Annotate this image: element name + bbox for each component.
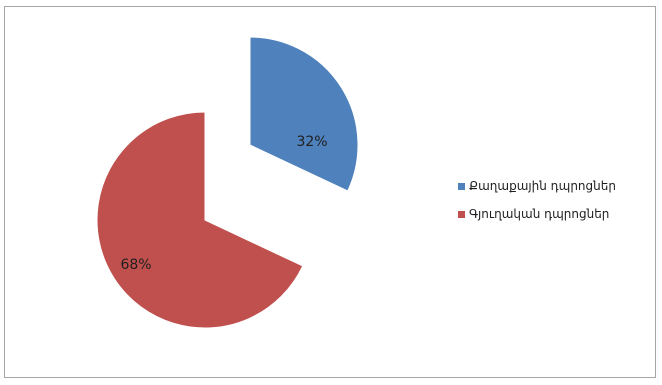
legend-label-rural: Գյուղական դպրոցներ: [469, 207, 610, 221]
legend-item-rural: Գյուղական դպրոցներ: [458, 204, 616, 224]
slice-label-0: 32%: [296, 134, 327, 150]
pie-slice-1: [96, 111, 304, 329]
legend-item-urban: Քաղաքային դպրոցներ: [458, 176, 616, 196]
legend: Քաղաքային դպրոցներ Գյուղական դպրոցներ: [458, 176, 616, 232]
legend-swatch-rural: [458, 210, 465, 218]
pie-slice-0: [249, 36, 359, 192]
slice-label-1: 68%: [120, 257, 151, 273]
legend-label-urban: Քաղաքային դպրոցներ: [469, 179, 616, 193]
legend-swatch-urban: [458, 182, 465, 190]
